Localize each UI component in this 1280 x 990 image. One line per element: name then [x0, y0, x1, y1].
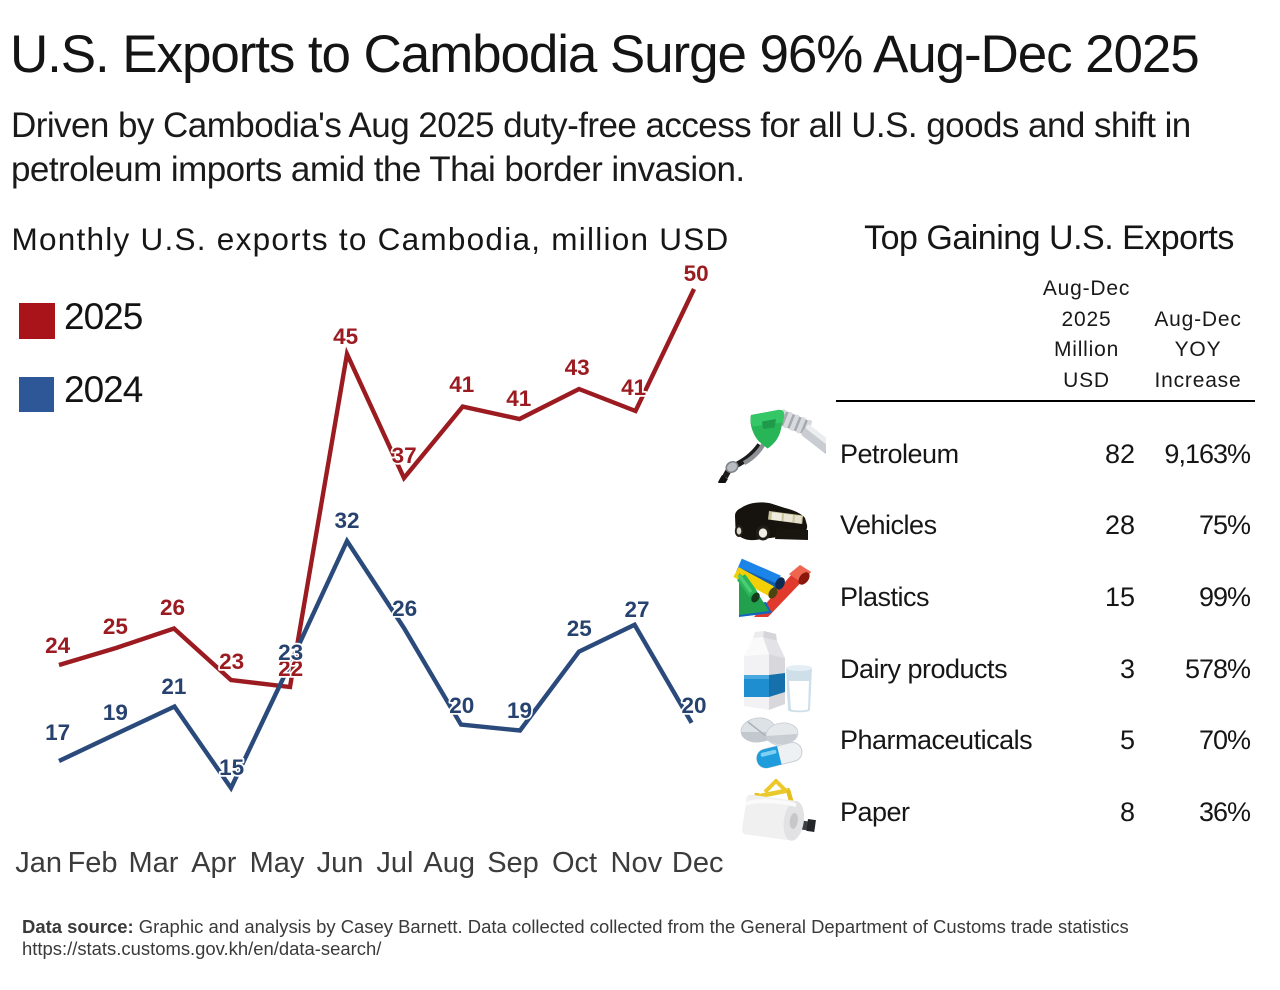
svg-text:32: 32 [334, 508, 359, 533]
svg-text:19: 19 [507, 698, 532, 723]
svg-text:23: 23 [278, 640, 303, 665]
svg-text:41: 41 [621, 375, 646, 400]
svg-text:37: 37 [392, 443, 417, 468]
svg-text:21: 21 [161, 674, 186, 699]
svg-text:19: 19 [103, 700, 128, 725]
svg-text:Jun: Jun [317, 847, 364, 879]
svg-text:20: 20 [681, 693, 706, 718]
svg-text:Aug: Aug [423, 847, 475, 879]
svg-text:41: 41 [506, 386, 531, 411]
svg-text:50: 50 [684, 261, 709, 286]
svg-text:22: 22 [278, 656, 303, 681]
svg-text:Jan: Jan [15, 847, 62, 879]
svg-text:May: May [250, 847, 305, 879]
svg-text:Dec: Dec [672, 847, 724, 879]
svg-text:Sep: Sep [487, 847, 539, 879]
svg-text:Apr: Apr [191, 847, 236, 879]
svg-text:Jul: Jul [376, 847, 413, 879]
svg-text:26: 26 [160, 595, 185, 620]
svg-text:Mar: Mar [129, 847, 179, 879]
svg-text:25: 25 [103, 614, 128, 639]
svg-text:45: 45 [333, 324, 358, 349]
svg-text:23: 23 [219, 649, 244, 674]
svg-text:25: 25 [567, 616, 592, 641]
svg-text:Feb: Feb [68, 847, 118, 879]
svg-text:17: 17 [45, 720, 70, 745]
svg-text:15: 15 [219, 755, 244, 780]
svg-text:26: 26 [392, 596, 417, 621]
svg-text:41: 41 [449, 372, 474, 397]
svg-text:27: 27 [624, 597, 649, 622]
svg-text:24: 24 [45, 633, 71, 658]
svg-text:Oct: Oct [552, 847, 597, 879]
svg-text:Nov: Nov [611, 847, 663, 879]
svg-text:43: 43 [565, 355, 590, 380]
svg-text:20: 20 [449, 693, 474, 718]
